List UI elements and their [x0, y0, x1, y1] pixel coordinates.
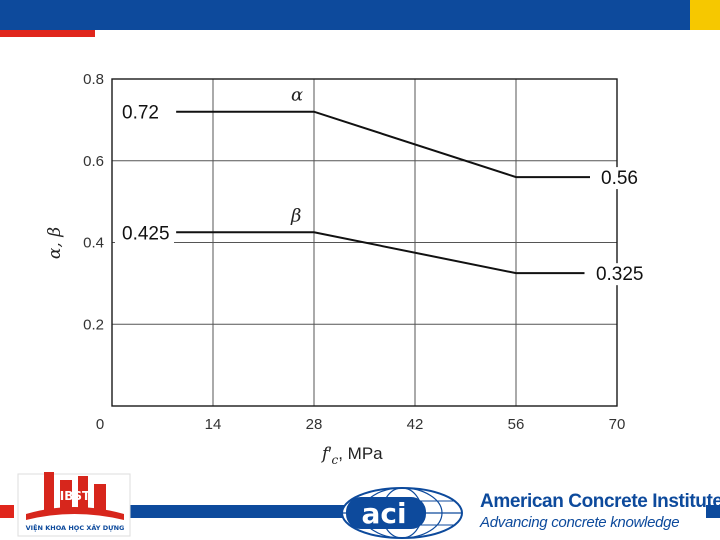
plot-frame [111, 78, 618, 407]
footer-accent-red [0, 505, 14, 518]
brand-name-text: American Concrete Institute [480, 491, 720, 512]
y-tick-label: 0.2 [83, 316, 104, 333]
aci-logo: aci [341, 487, 463, 539]
x-axis-label-unit: , MPa [338, 444, 383, 463]
y-tick-label: 0.8 [83, 71, 104, 88]
x-tick-label: 14 [205, 416, 222, 433]
x-tick-label: 42 [407, 416, 424, 433]
value-label: 0.56 [601, 168, 638, 189]
value-label-bg [590, 167, 644, 190]
footer-bar-right [706, 505, 720, 518]
value-label: 0.425 [122, 223, 170, 244]
x-tick-label: 56 [508, 416, 525, 433]
y-axis-label: α, β [45, 227, 65, 259]
value-label-bg [584, 263, 650, 286]
brand-tagline: Advancing concrete knowledge [480, 514, 680, 531]
ibst-logo-letters: IBST [60, 489, 91, 503]
y-tick-label: 0.6 [83, 153, 104, 170]
value-label: 0.325 [596, 264, 644, 285]
x-tick-labels: 0 14 28 42 56 70 [96, 416, 626, 433]
x-axis-label-symbol: f [320, 444, 331, 464]
x-tick-label: 0 [96, 416, 104, 433]
series-line [176, 231, 607, 275]
value-label-bg [115, 101, 163, 124]
chart-series: α 0.72 0.56 β 0.425 0.325 [115, 85, 650, 286]
series-name-label: β [290, 205, 301, 226]
series-name-label: α [291, 85, 303, 106]
footer-bar-left [130, 505, 345, 518]
header-accent-red [0, 30, 95, 37]
x-tick-label: 70 [609, 416, 626, 433]
aci-logo-text: aci [361, 497, 406, 530]
x-axis-label: f′c, MPa [320, 444, 383, 467]
ibst-logo-caption: VIỆN KHOA HỌC XÂY DỰNG [26, 523, 125, 532]
header-bar [0, 0, 690, 30]
y-tick-label: 0.4 [83, 235, 104, 252]
y-tick-labels: 0.2 0.4 0.6 0.8 [83, 71, 104, 333]
brand-name: American Concrete Institute® [480, 491, 720, 513]
series-line [176, 110, 607, 179]
ibst-logo: IBST VIỆN KHOA HỌC XÂY DỰNG [17, 472, 131, 537]
value-label: 0.72 [122, 103, 159, 124]
x-tick-label: 28 [306, 416, 323, 433]
value-label-bg [115, 222, 174, 245]
x-axis-label-prime: ′ [328, 444, 331, 463]
x-axis-label-sub: c [331, 453, 338, 467]
header-accent-yellow [690, 0, 720, 30]
